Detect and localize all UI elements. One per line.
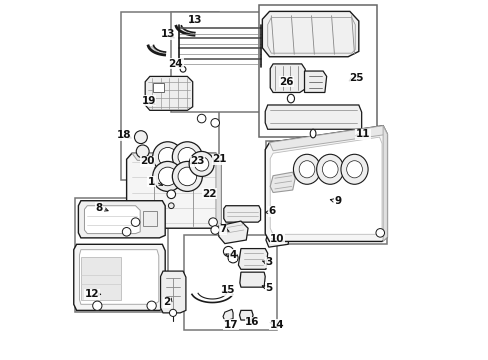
Ellipse shape — [223, 247, 233, 256]
Bar — [121, 12, 219, 180]
Text: 7: 7 — [219, 224, 226, 234]
Ellipse shape — [134, 131, 147, 144]
Ellipse shape — [316, 154, 343, 184]
Polygon shape — [80, 249, 159, 304]
Polygon shape — [216, 153, 221, 228]
Text: 2: 2 — [163, 297, 170, 307]
Text: 18: 18 — [117, 130, 131, 140]
Text: 26: 26 — [279, 77, 293, 87]
Polygon shape — [270, 137, 381, 234]
Ellipse shape — [147, 301, 156, 310]
Bar — [153, 83, 163, 92]
Ellipse shape — [158, 148, 177, 166]
Text: 20: 20 — [140, 157, 154, 166]
Polygon shape — [126, 153, 221, 228]
Text: 15: 15 — [221, 285, 235, 295]
Text: 16: 16 — [244, 317, 259, 327]
Ellipse shape — [197, 114, 205, 123]
Text: 25: 25 — [348, 73, 363, 83]
Polygon shape — [132, 153, 221, 160]
Ellipse shape — [340, 154, 367, 184]
Ellipse shape — [131, 218, 140, 226]
Ellipse shape — [178, 148, 196, 166]
Text: 4: 4 — [229, 250, 236, 260]
Ellipse shape — [158, 167, 177, 186]
Ellipse shape — [180, 66, 185, 72]
Ellipse shape — [322, 161, 337, 178]
Polygon shape — [74, 244, 165, 310]
Text: 14: 14 — [269, 320, 284, 330]
Text: 22: 22 — [202, 189, 216, 199]
Ellipse shape — [210, 118, 219, 127]
Text: 12: 12 — [84, 289, 99, 299]
Bar — [142, 211, 157, 226]
Ellipse shape — [136, 145, 149, 158]
Bar — [265, 141, 386, 244]
Bar — [75, 198, 167, 312]
Polygon shape — [265, 226, 290, 247]
Ellipse shape — [299, 161, 314, 178]
Text: 17: 17 — [223, 320, 238, 330]
Polygon shape — [264, 105, 361, 129]
Ellipse shape — [210, 226, 219, 234]
Ellipse shape — [189, 152, 214, 176]
Text: 8: 8 — [95, 203, 102, 213]
Text: 13: 13 — [187, 15, 202, 25]
Ellipse shape — [152, 142, 183, 172]
Ellipse shape — [346, 161, 362, 178]
Ellipse shape — [93, 301, 102, 310]
Text: 13: 13 — [160, 29, 175, 39]
Polygon shape — [223, 309, 233, 321]
Ellipse shape — [172, 161, 202, 192]
Bar — [171, 12, 265, 112]
Polygon shape — [224, 206, 260, 222]
Polygon shape — [78, 201, 165, 238]
Ellipse shape — [172, 142, 202, 172]
Text: 1: 1 — [148, 177, 155, 187]
Text: 24: 24 — [168, 59, 183, 69]
Ellipse shape — [375, 229, 384, 237]
Ellipse shape — [122, 228, 131, 236]
Polygon shape — [270, 172, 295, 193]
Text: 11: 11 — [355, 129, 369, 139]
Ellipse shape — [208, 218, 217, 226]
Ellipse shape — [169, 309, 176, 316]
Text: 10: 10 — [269, 234, 284, 244]
Text: 5: 5 — [264, 283, 272, 293]
Polygon shape — [269, 126, 386, 151]
Polygon shape — [304, 71, 326, 93]
Ellipse shape — [152, 161, 183, 192]
Text: 6: 6 — [268, 206, 275, 216]
Text: 19: 19 — [142, 96, 156, 106]
Polygon shape — [264, 126, 386, 242]
Bar — [258, 5, 376, 137]
Ellipse shape — [166, 190, 175, 199]
Ellipse shape — [293, 154, 320, 184]
Ellipse shape — [227, 253, 238, 263]
Ellipse shape — [168, 203, 174, 208]
Text: 9: 9 — [334, 196, 341, 206]
Polygon shape — [382, 126, 386, 242]
Polygon shape — [81, 257, 121, 300]
Polygon shape — [240, 272, 264, 287]
Polygon shape — [238, 249, 267, 269]
Ellipse shape — [287, 94, 294, 103]
Ellipse shape — [309, 129, 315, 138]
Polygon shape — [270, 64, 305, 93]
Text: 23: 23 — [190, 157, 204, 166]
Ellipse shape — [194, 157, 208, 171]
Polygon shape — [239, 310, 253, 320]
Text: 3: 3 — [264, 257, 272, 267]
Ellipse shape — [178, 167, 196, 186]
Polygon shape — [145, 76, 192, 111]
Polygon shape — [218, 221, 247, 244]
Polygon shape — [160, 271, 185, 313]
Bar — [183, 235, 276, 330]
Polygon shape — [84, 206, 140, 234]
Text: 21: 21 — [212, 154, 226, 164]
Polygon shape — [262, 12, 358, 57]
